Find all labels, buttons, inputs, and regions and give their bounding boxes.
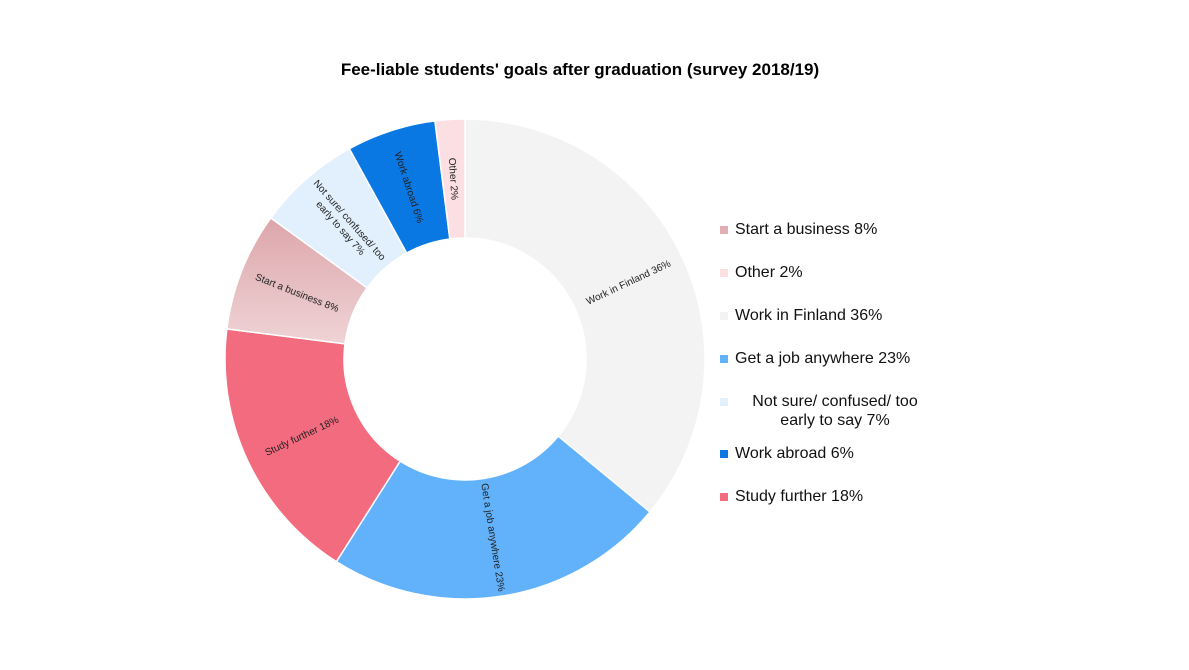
legend-swatch xyxy=(720,398,728,406)
legend-swatch xyxy=(720,269,728,277)
legend-swatch xyxy=(720,226,728,234)
legend-label: Work abroad 6% xyxy=(735,445,854,462)
legend: Start a business 8% Other 2% Work in Finla… xyxy=(720,217,960,527)
legend-label: Study further 18% xyxy=(735,488,864,505)
legend-label: Start a business 8% xyxy=(735,221,878,238)
slice-get-a-job-anywhere-23 xyxy=(335,435,651,600)
legend-swatch xyxy=(720,312,728,320)
chart-title: Fee-liable students' goals after graduat… xyxy=(340,60,820,79)
legend-item-start-a-business-8: Start a business 8% xyxy=(720,217,960,260)
legend-swatch xyxy=(720,355,728,363)
slice-label-other-2: Other 2% xyxy=(446,157,460,200)
legend-label: Other 2% xyxy=(735,264,803,281)
legend-item-work-abroad-6: Work abroad 6% xyxy=(720,441,960,484)
legend-label: Get a job anywhere 23% xyxy=(735,350,911,367)
slice-work-in-finland-36 xyxy=(464,118,706,514)
legend-item-other-2: Other 2% xyxy=(720,260,960,303)
legend-item-study-further-18: Study further 18% xyxy=(720,484,960,527)
legend-label: Not sure/ confused/ too early to say 7% xyxy=(752,393,918,429)
legend-item-not-sure-confused-too-early-to-say-7: Not sure/ confused/ too early to say 7% xyxy=(720,389,960,441)
legend-swatch xyxy=(720,450,728,458)
legend-item-get-a-job-anywhere-23: Get a job anywhere 23% xyxy=(720,346,960,389)
legend-item-work-in-finland-36: Work in Finland 36% xyxy=(720,303,960,346)
slice-study-further-18 xyxy=(224,328,402,563)
legend-label: Work in Finland 36% xyxy=(735,307,883,324)
legend-swatch xyxy=(720,493,728,501)
slice-other-2 xyxy=(434,118,466,240)
